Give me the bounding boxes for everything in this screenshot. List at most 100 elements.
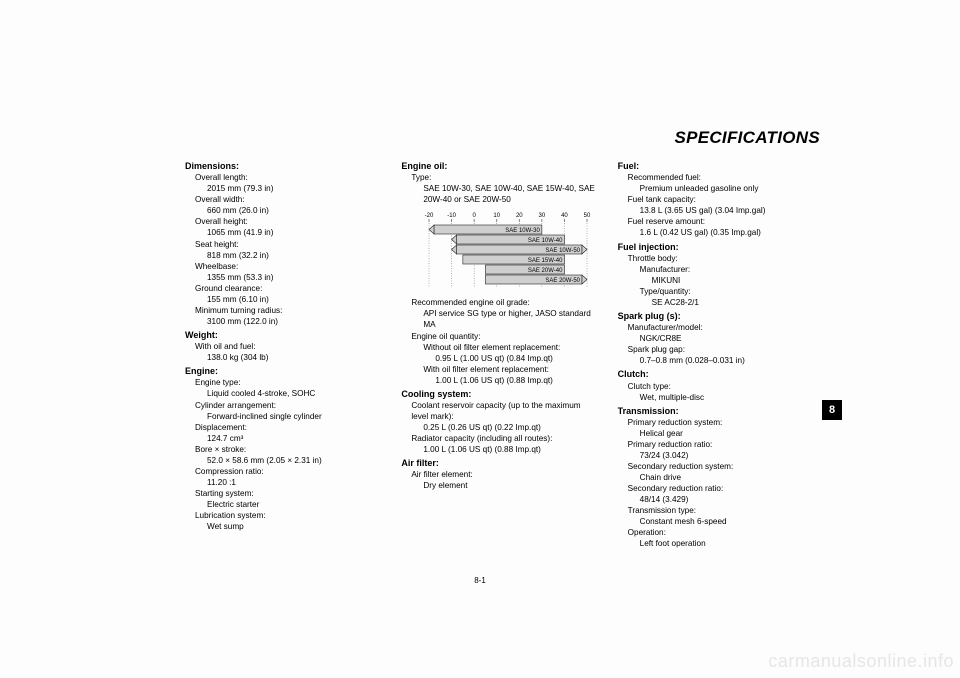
dimensions-value-2: 1065 mm (41.9 in) (207, 227, 387, 238)
fuel-injection-head: Fuel injection: (618, 241, 820, 253)
cooling-head: Cooling system: (401, 388, 603, 400)
fuel-head: Fuel: (618, 160, 820, 172)
oil-viscosity-chart: -20-1001020304050˚CSAE 10W-30SAE 10W-40S… (423, 209, 603, 289)
engine-head: Engine: (185, 365, 387, 377)
engine-label-5: Starting system: (195, 488, 387, 499)
engine-value-0: Liquid cooled 4-stroke, SOHC (207, 388, 387, 399)
cooling-value-1: 1.00 L (1.06 US qt) (0.88 Imp.qt) (423, 444, 603, 455)
air-filter-head: Air filter: (401, 457, 603, 469)
transmission-label-4: Transmission type: (628, 505, 820, 516)
weight-label-0: With oil and fuel: (195, 341, 387, 352)
dimensions-label-0: Overall length: (195, 172, 387, 183)
page-title: SPECIFICATIONS (674, 128, 820, 148)
spark-value-0: NGK/CR8E (640, 333, 820, 344)
transmission-label-3: Secondary reduction ratio: (628, 483, 820, 494)
air-filter-label-0: Air filter element: (411, 469, 603, 480)
engine-oil-qty-label-1: With oil filter element replacement: (423, 364, 603, 375)
fuel-value-1: 13.8 L (3.65 US gal) (3.04 Imp.gal) (640, 205, 820, 216)
svg-text:10: 10 (494, 213, 501, 219)
engine-oil-qty-value-0: 0.95 L (1.00 US qt) (0.84 Imp.qt) (435, 353, 603, 364)
cooling-label-0: Coolant reservoir capacity (up to the ma… (411, 400, 591, 422)
svg-text:40: 40 (561, 213, 568, 219)
air-filter-value-0: Dry element (423, 480, 603, 491)
fuel-label-0: Recommended fuel: (628, 172, 820, 183)
column-2: Engine oil:Type:SAE 10W-30, SAE 10W-40, … (401, 158, 603, 550)
column-1: Dimensions:Overall length:2015 mm (79.3 … (185, 158, 387, 550)
transmission-value-1: 73/24 (3.042) (640, 450, 820, 461)
section-tab: 8 (822, 400, 842, 420)
fuel-label-1: Fuel tank capacity: (628, 194, 820, 205)
engine-label-0: Engine type: (195, 377, 387, 388)
clutch-value-0: Wet, multiple-disc (640, 392, 820, 403)
fuel-injection-value-1: SE AC28-2/1 (652, 297, 820, 308)
svg-text:30: 30 (539, 213, 546, 219)
engine-label-2: Displacement: (195, 422, 387, 433)
svg-text:0: 0 (473, 213, 477, 219)
dimensions-value-4: 1355 mm (53.3 in) (207, 272, 387, 283)
svg-text:20: 20 (516, 213, 523, 219)
spark-label-0: Manufacturer/model: (628, 322, 820, 333)
cooling-label-1: Radiator capacity (including all routes)… (411, 433, 591, 444)
spark-value-1: 0.7–0.8 mm (0.028–0.031 in) (640, 355, 820, 366)
engine-oil-rec-value: API service SG type or higher, JASO stan… (423, 308, 603, 330)
transmission-label-1: Primary reduction ratio: (628, 439, 820, 450)
svg-text:SAE 10W-50: SAE 10W-50 (546, 248, 581, 254)
transmission-head: Transmission: (618, 405, 820, 417)
dimensions-head: Dimensions: (185, 160, 387, 172)
transmission-value-0: Helical gear (640, 428, 820, 439)
fuel-injection-value-0: MIKUNI (652, 275, 820, 286)
dimensions-value-3: 818 mm (32.2 in) (207, 250, 387, 261)
transmission-label-0: Primary reduction system: (628, 417, 820, 428)
svg-text:SAE 20W-40: SAE 20W-40 (528, 268, 563, 274)
watermark: carmanualsonline.info (768, 651, 954, 672)
engine-oil-type-value: SAE 10W-30, SAE 10W-40, SAE 15W-40, SAE … (423, 183, 603, 205)
page-number: 8-1 (474, 576, 486, 585)
transmission-value-3: 48/14 (3.429) (640, 494, 820, 505)
dimensions-label-6: Minimum turning radius: (195, 305, 387, 316)
engine-value-3: 52.0 × 58.6 mm (2.05 × 2.31 in) (207, 455, 387, 466)
svg-text:SAE 20W-50: SAE 20W-50 (546, 278, 581, 284)
svg-text:SAE 10W-30: SAE 10W-30 (506, 228, 541, 234)
dimensions-label-5: Ground clearance: (195, 283, 387, 294)
svg-text:-20: -20 (425, 213, 434, 219)
engine-label-1: Cylinder arrangement: (195, 400, 387, 411)
dimensions-value-1: 660 mm (26.0 in) (207, 205, 387, 216)
fuel-value-2: 1.6 L (0.42 US gal) (0.35 Imp.gal) (640, 227, 820, 238)
engine-value-1: Forward-inclined single cylinder (207, 411, 387, 422)
engine-oil-type-label: Type: (411, 172, 603, 183)
dimensions-value-0: 2015 mm (79.3 in) (207, 183, 387, 194)
engine-oil-rec-label: Recommended engine oil grade: (411, 297, 603, 308)
dimensions-value-5: 155 mm (6.10 in) (207, 294, 387, 305)
svg-text:SAE 15W-40: SAE 15W-40 (528, 258, 563, 264)
fuel-label-2: Fuel reserve amount: (628, 216, 820, 227)
svg-text:SAE 10W-40: SAE 10W-40 (528, 238, 563, 244)
column-3: Fuel:Recommended fuel:Premium unleaded g… (618, 158, 820, 550)
section-tab-label: 8 (829, 404, 835, 416)
svg-text:-10: -10 (448, 213, 457, 219)
transmission-label-2: Secondary reduction system: (628, 461, 820, 472)
content-columns: Dimensions:Overall length:2015 mm (79.3 … (185, 158, 820, 550)
transmission-value-5: Left foot operation (640, 538, 820, 549)
transmission-label-5: Operation: (628, 527, 820, 538)
engine-value-4: 11.20 :1 (207, 477, 387, 488)
cooling-value-0: 0.25 L (0.26 US qt) (0.22 Imp.qt) (423, 422, 603, 433)
transmission-value-2: Chain drive (640, 472, 820, 483)
throttle-body-label: Throttle body: (628, 253, 820, 264)
clutch-label-0: Clutch type: (628, 381, 820, 392)
page: SPECIFICATIONS Dimensions:Overall length… (0, 0, 960, 678)
engine-value-2: 124.7 cm³ (207, 433, 387, 444)
oil-chart-svg: -20-1001020304050˚CSAE 10W-30SAE 10W-40S… (423, 209, 593, 289)
transmission-value-4: Constant mesh 6-speed (640, 516, 820, 527)
fuel-injection-label-0: Manufacturer: (640, 264, 820, 275)
engine-label-6: Lubrication system: (195, 510, 387, 521)
dimensions-label-3: Seat height: (195, 239, 387, 250)
engine-oil-qty-label-0: Without oil filter element replacement: (423, 342, 603, 353)
engine-oil-head: Engine oil: (401, 160, 603, 172)
dimensions-label-4: Wheelbase: (195, 261, 387, 272)
weight-head: Weight: (185, 329, 387, 341)
engine-value-6: Wet sump (207, 521, 387, 532)
engine-oil-qty-value-1: 1.00 L (1.06 US qt) (0.88 Imp.qt) (435, 375, 603, 386)
engine-label-3: Bore × stroke: (195, 444, 387, 455)
spark-head: Spark plug (s): (618, 310, 820, 322)
dimensions-label-1: Overall width: (195, 194, 387, 205)
